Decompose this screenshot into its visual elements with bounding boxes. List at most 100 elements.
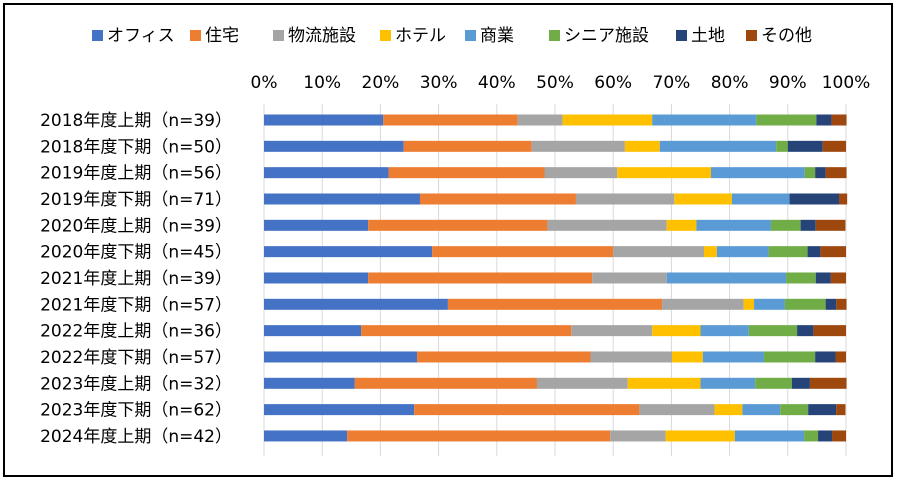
bar-segment-6-5 (786, 272, 816, 284)
legend-label-7: その他 (761, 26, 812, 46)
bar-segment-2-2 (544, 167, 618, 179)
bar-segment-10-4 (700, 377, 756, 389)
bar-segment-1-6 (787, 140, 823, 152)
bar-segment-7-1 (447, 298, 663, 310)
bar-segment-11-1 (414, 404, 640, 416)
category-label-9: 2022年度下期（n=57） (40, 348, 232, 368)
bar-segment-5-1 (432, 246, 614, 258)
bar-segment-8-0 (264, 325, 362, 337)
bar-segment-11-5 (780, 404, 809, 416)
bar-segment-0-0 (264, 114, 384, 126)
bar-segment-7-2 (662, 298, 744, 310)
category-label-0: 2018年度上期（n=39） (40, 111, 232, 131)
bar-segment-12-5 (804, 430, 819, 442)
bar-segment-1-0 (264, 140, 404, 152)
bar-segment-0-7 (831, 114, 847, 126)
bar-segment-7-4 (754, 298, 785, 310)
bar-segment-5-3 (703, 246, 717, 258)
bar-segment-2-1 (388, 167, 545, 179)
category-label-12: 2024年度上期（n=42） (40, 427, 232, 447)
category-label-2: 2019年度上期（n=56） (40, 164, 232, 184)
bar-segment-9-0 (264, 351, 418, 363)
bar-segment-3-2 (575, 193, 675, 205)
x-tick-label-5: 50% (536, 73, 574, 93)
bar-segment-8-6 (797, 325, 814, 337)
bar-segment-7-7 (836, 298, 847, 310)
bar-segment-12-7 (832, 430, 846, 442)
legend-swatch-2 (273, 30, 284, 41)
bar-segment-12-3 (665, 430, 735, 442)
bar-segment-3-7 (839, 193, 848, 205)
legend-label-6: 土地 (691, 26, 725, 46)
legend-swatch-6 (676, 30, 687, 41)
bar-segment-8-4 (700, 325, 749, 337)
bar-segment-5-4 (716, 246, 769, 258)
bar-segment-2-0 (264, 167, 389, 179)
bar-segment-8-1 (361, 325, 572, 337)
bar-segment-6-0 (264, 272, 369, 284)
bar-segment-11-6 (808, 404, 837, 416)
bar-segment-12-6 (818, 430, 833, 442)
bar-segment-6-7 (830, 272, 846, 284)
bar-segment-10-0 (264, 377, 355, 389)
x-tick-label-7: 70% (653, 73, 691, 93)
bar-segment-4-0 (264, 219, 369, 231)
bar-segment-12-1 (347, 430, 611, 442)
bar-segment-6-4 (666, 272, 787, 284)
legend-swatch-1 (190, 30, 201, 41)
legend-label-0: オフィス (107, 26, 175, 46)
chart-frame (3, 3, 893, 477)
bar-segment-6-6 (815, 272, 831, 284)
bar-segment-6-2 (592, 272, 667, 284)
legend-label-3: ホテル (395, 26, 446, 46)
bar-segment-1-5 (776, 140, 788, 152)
bar-segment-2-5 (804, 167, 816, 179)
bar-segment-3-3 (674, 193, 732, 205)
x-tick-label-2: 20% (362, 73, 400, 93)
bar-segment-12-4 (734, 430, 805, 442)
bar-segment-7-5 (784, 298, 826, 310)
legend-label-1: 住宅 (205, 26, 239, 46)
bar-segment-2-3 (617, 167, 711, 179)
bar-segment-0-6 (816, 114, 832, 126)
bar-segment-9-7 (835, 351, 846, 363)
bar-segment-9-5 (763, 351, 816, 363)
category-label-6: 2021年度上期（n=39） (40, 269, 232, 289)
bar-segment-10-2 (536, 377, 628, 389)
bar-segment-4-6 (800, 219, 816, 231)
legend-label-5: シニア施設 (564, 26, 649, 46)
category-label-3: 2019年度下期（n=71） (40, 190, 232, 210)
bar-segment-9-4 (702, 351, 764, 363)
bar-segment-0-5 (756, 114, 817, 126)
x-tick-label-8: 80% (711, 73, 749, 93)
bar-segment-1-1 (403, 140, 532, 152)
bar-segment-2-6 (815, 167, 826, 179)
x-tick-label-6: 60% (594, 73, 632, 93)
bar-segment-8-7 (813, 325, 846, 337)
bar-segment-1-2 (531, 140, 625, 152)
bar-segment-0-2 (517, 114, 563, 126)
bar-segment-9-2 (590, 351, 672, 363)
bar-segment-10-7 (809, 377, 847, 389)
bar-segment-1-7 (822, 140, 846, 152)
legend-swatch-7 (746, 30, 757, 41)
bar-segment-7-3 (743, 298, 755, 310)
category-label-4: 2020年度上期（n=39） (40, 216, 232, 236)
bar-segment-3-1 (419, 193, 576, 205)
bar-segment-5-6 (807, 246, 821, 258)
bar-segment-4-3 (666, 219, 697, 231)
category-label-5: 2020年度下期（n=45） (40, 243, 232, 263)
bar-segment-8-2 (571, 325, 653, 337)
bar-segment-5-5 (768, 246, 808, 258)
bar-segment-5-2 (613, 246, 704, 258)
bar-segment-10-3 (627, 377, 701, 389)
bar-segment-8-3 (652, 325, 701, 337)
legend-swatch-0 (92, 30, 103, 41)
bar-segment-2-4 (710, 167, 805, 179)
bar-segment-4-2 (547, 219, 667, 231)
bar-segment-0-4 (652, 114, 757, 126)
category-label-1: 2018年度下期（n=50） (40, 137, 232, 157)
bar-segment-6-1 (368, 272, 593, 284)
bar-segment-11-4 (742, 404, 781, 416)
